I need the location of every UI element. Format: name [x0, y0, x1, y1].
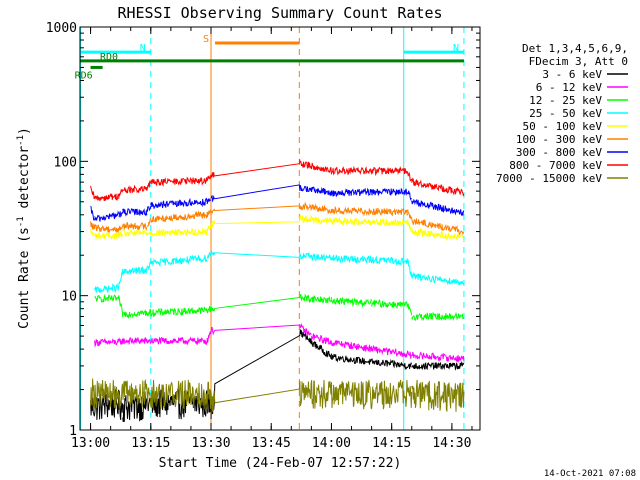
legend-header: Det 1,3,4,5,6,9, — [522, 42, 628, 55]
x-tick-label: 13:30 — [191, 436, 230, 451]
annotation-label: RD0 — [100, 52, 118, 63]
series-line — [90, 184, 465, 222]
legend-label: 3 - 6 keV — [542, 68, 602, 81]
footer-timestamp: 14-Oct-2021 07:08 — [544, 469, 636, 479]
chart-title: RHESSI Observing Summary Count Rates — [117, 4, 442, 22]
y-tick-label: 100 — [54, 155, 77, 170]
legend-label: 7000 - 15000 keV — [496, 172, 602, 185]
legend-label: 25 - 50 keV — [529, 107, 602, 120]
legend-label: 100 - 300 keV — [516, 133, 602, 146]
legend-header: FDecim 3, Att 0 — [529, 55, 628, 68]
y-axis-label: Count Rate (s-1 detector-1) — [16, 127, 32, 329]
x-tick-label: 14:15 — [372, 436, 411, 451]
annotation-label: RD6 — [75, 70, 93, 81]
series-line — [94, 250, 465, 294]
legend: Det 1,3,4,5,6,9,FDecim 3, Att 03 - 6 keV… — [496, 42, 628, 185]
annotation-label: N — [140, 43, 146, 54]
series-line — [90, 201, 465, 236]
series-line — [90, 329, 465, 423]
series-line — [94, 293, 465, 322]
plot-area: N N S RD0 RD6 — [75, 27, 465, 430]
x-tick-label: 13:45 — [252, 436, 291, 451]
x-tick-label: 13:15 — [131, 436, 170, 451]
x-tick-label: 14:00 — [312, 436, 351, 451]
y-tick-label: 1000 — [46, 21, 77, 36]
x-axis-label: Start Time (24-Feb-07 12:57:22) — [159, 456, 402, 471]
legend-label: 50 - 100 keV — [523, 120, 603, 133]
legend-label: 300 - 800 keV — [516, 146, 602, 159]
series-line — [94, 322, 465, 363]
plot-frame — [79, 26, 481, 431]
series-line — [90, 158, 465, 202]
legend-label: 12 - 25 keV — [529, 94, 602, 107]
y-tick-label: 1 — [69, 424, 77, 439]
x-tick-label: 13:00 — [71, 436, 110, 451]
legend-label: 6 - 12 keV — [536, 81, 603, 94]
series-line — [90, 214, 465, 242]
annotation-label: S — [203, 34, 209, 45]
legend-label: 800 - 7000 keV — [509, 159, 602, 172]
annotation-label: N — [453, 43, 459, 54]
series-line — [90, 378, 465, 413]
x-tick-label: 14:30 — [432, 436, 471, 451]
axes: 13:00 13:15 13:30 13:45 14:00 14:15 14:30 1 10 10… — [46, 21, 480, 451]
y-tick-label: 10 — [61, 290, 77, 305]
